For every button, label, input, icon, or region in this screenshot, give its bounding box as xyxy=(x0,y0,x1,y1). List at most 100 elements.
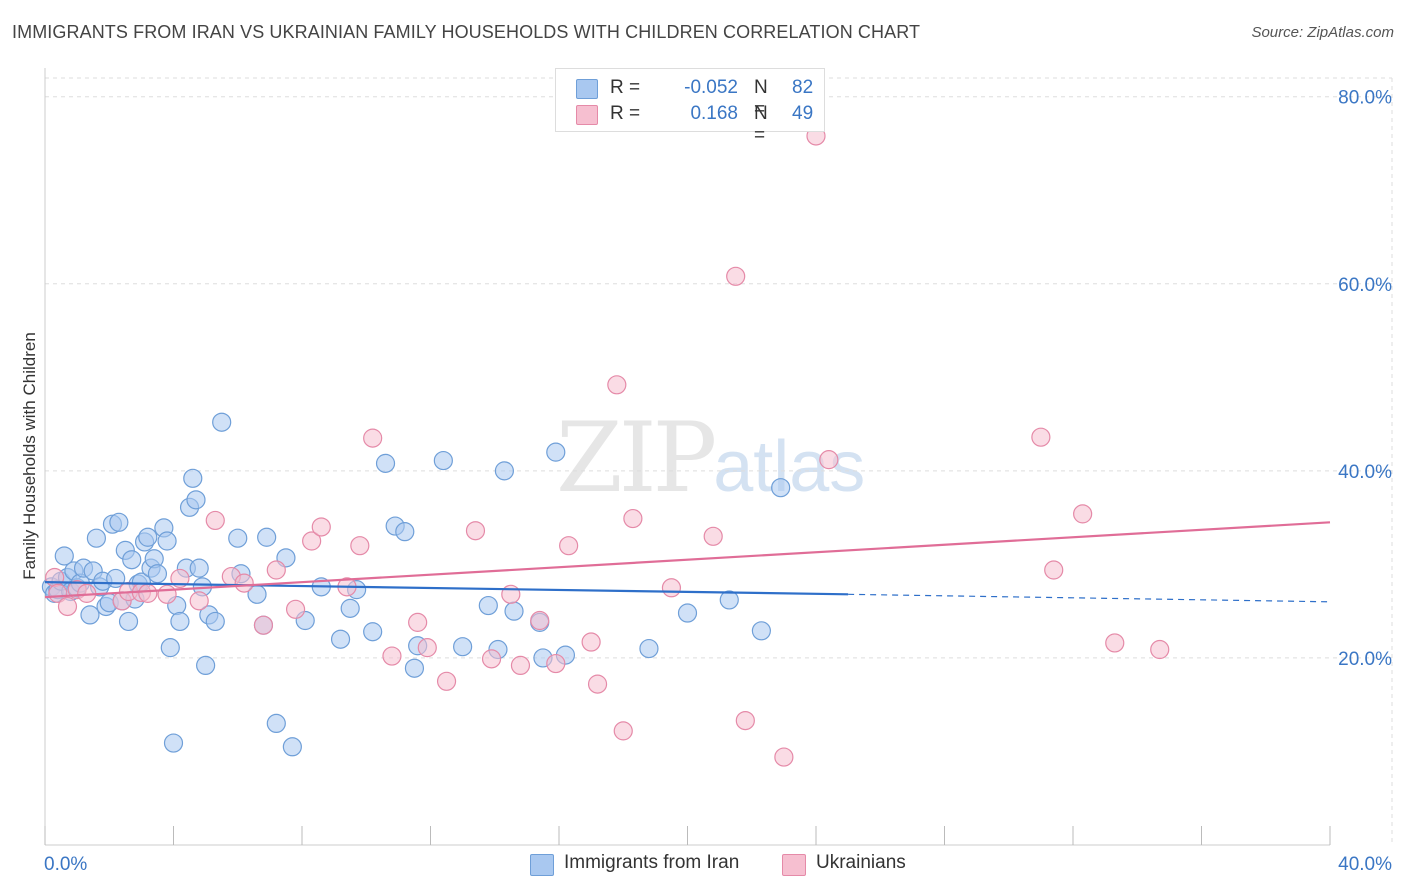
iran-point xyxy=(138,527,158,547)
ukrainian-point xyxy=(1073,504,1093,524)
legend-n-value: 82 xyxy=(792,77,814,98)
ukrainian-point xyxy=(408,612,428,632)
legend-r-label: R = xyxy=(610,103,641,124)
ukrainian-point xyxy=(703,526,723,546)
iran-point xyxy=(122,550,142,570)
ukrainian-point xyxy=(559,536,579,556)
ukrainian-point xyxy=(661,578,682,598)
ukrainian-point xyxy=(311,517,331,537)
bottom-legend-swatch-pink xyxy=(782,854,806,876)
iran-point xyxy=(771,478,791,498)
correlation-legend: R = -0.052 N = 82 R = 0.168 N = 49 xyxy=(555,68,825,146)
iran-point xyxy=(751,621,771,641)
iran-point xyxy=(266,713,286,734)
iran-point xyxy=(157,531,177,551)
iran-point xyxy=(205,611,225,632)
iran-point xyxy=(453,637,473,657)
ukrainian-point xyxy=(546,653,566,674)
y-tick-label: 80.0% xyxy=(1338,88,1392,109)
y-axis-label: Family Households with Children xyxy=(20,332,39,580)
iran-point xyxy=(340,598,360,618)
ukrainian-point xyxy=(302,531,322,551)
chart-title: IMMIGRANTS FROM IRAN VS UKRAINIAN FAMILY… xyxy=(12,22,921,42)
iran-point xyxy=(257,527,277,547)
ukrainian-point xyxy=(607,375,627,395)
bottom-legend-label: Immigrants from Iran xyxy=(564,852,740,873)
legend-r-label: R = xyxy=(610,77,641,98)
iran-point xyxy=(163,733,184,753)
ukrainian-point xyxy=(819,450,839,470)
ukrainian-point xyxy=(1031,427,1051,447)
iran-point xyxy=(189,558,209,578)
ukrainian-point xyxy=(613,721,633,741)
legend-n-label: N = xyxy=(754,103,768,146)
x-tick-label-right: 40.0% xyxy=(1338,854,1392,875)
iran-point xyxy=(719,590,739,610)
legend-swatch-blue xyxy=(576,79,598,99)
ukrainian-point xyxy=(253,615,274,635)
legend-n-label: N = xyxy=(754,77,768,120)
iran-point xyxy=(118,611,139,632)
ukrainian-point xyxy=(189,591,209,611)
ukrainian-point xyxy=(726,266,746,286)
ukrainian-point xyxy=(1105,633,1125,653)
iran-point xyxy=(282,737,302,757)
ukrainian-point xyxy=(530,610,550,631)
iran-point xyxy=(395,522,415,542)
iran-point xyxy=(170,611,190,632)
ukrainian-point xyxy=(623,508,643,529)
ukrainian-point xyxy=(417,638,437,658)
iran-point xyxy=(478,595,498,616)
iran-trendline xyxy=(44,581,849,596)
ukrainian-point xyxy=(587,674,608,694)
iran-point xyxy=(186,490,206,510)
ukrainian-point xyxy=(45,567,65,588)
bottom-legend-label: Ukrainians xyxy=(816,852,906,873)
iran-point xyxy=(109,512,129,532)
ukrainian-point xyxy=(436,671,457,691)
legend-swatch-pink xyxy=(576,105,598,125)
iran-point xyxy=(433,450,453,471)
ukrainian-point xyxy=(57,596,78,617)
ukrainian-point xyxy=(138,583,158,603)
ukrainian-point xyxy=(735,710,755,731)
iran-trendline-extrapolated xyxy=(848,593,1331,603)
watermark-atlas: atlas xyxy=(713,427,866,507)
y-tick-label: 40.0% xyxy=(1338,462,1392,483)
iran-point xyxy=(228,528,248,548)
ukrainian-trendline xyxy=(44,521,1331,599)
iran-point xyxy=(147,564,168,584)
iran-point xyxy=(375,453,396,473)
iran-point xyxy=(404,658,425,678)
iran-point xyxy=(330,629,351,649)
iran-point xyxy=(677,603,698,623)
x-tick-label-left: 0.0% xyxy=(44,854,87,875)
ukrainian-point xyxy=(1044,560,1064,580)
watermark: ZIPatlas xyxy=(556,402,865,514)
ukrainian-point xyxy=(363,428,383,448)
ukrainian-point xyxy=(157,584,177,604)
ukrainian-point xyxy=(481,649,502,669)
legend-r-value: -0.052 xyxy=(684,77,738,98)
iran-point xyxy=(363,622,383,642)
ukrainian-point xyxy=(350,536,370,556)
iran-point xyxy=(160,638,180,658)
iran-point xyxy=(54,546,74,566)
ukrainian-point xyxy=(581,632,601,652)
ukrainian-point xyxy=(205,510,225,531)
chart-source: Source: ZipAtlas.com xyxy=(1251,24,1394,41)
iran-point xyxy=(183,468,203,488)
watermark-zip: ZIP xyxy=(556,402,717,514)
y-tick-label: 20.0% xyxy=(1338,649,1392,670)
ukrainian-point xyxy=(48,583,68,603)
ukrainian-point xyxy=(465,521,486,541)
ukrainian-point xyxy=(510,655,531,676)
bottom-legend-swatch-blue xyxy=(530,854,554,876)
iran-point xyxy=(546,442,566,462)
ukrainian-point xyxy=(285,599,306,619)
legend-r-value: 0.168 xyxy=(690,103,738,124)
ukrainian-point xyxy=(234,573,254,593)
iran-point xyxy=(639,638,659,659)
ukrainian-point xyxy=(266,560,286,580)
